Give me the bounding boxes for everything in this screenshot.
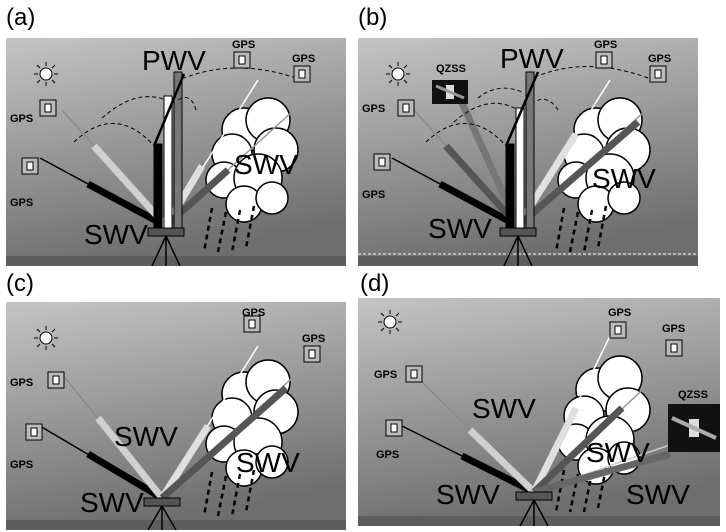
gps-label: GPS xyxy=(608,307,631,319)
swv-cloud-label: SWV xyxy=(236,447,300,478)
receiver-antenna-icon xyxy=(147,227,185,266)
gps-label: GPS xyxy=(292,53,315,65)
receiver-antenna-icon xyxy=(499,227,537,266)
gps-label: GPS xyxy=(232,39,255,51)
gps-satellite-icon xyxy=(303,345,321,363)
gps-satellite-icon xyxy=(397,99,415,117)
swv-cloud-label: SWV xyxy=(234,149,298,180)
gps-satellite-icon xyxy=(609,321,627,339)
gps-label: GPS xyxy=(10,113,33,125)
gps-satellite-icon xyxy=(385,419,403,437)
gps-label: GPS xyxy=(10,197,33,209)
swv-label: SWV xyxy=(114,421,178,452)
mapping-arrow xyxy=(101,96,167,119)
pwv-line xyxy=(504,71,540,147)
gps-label: GPS xyxy=(302,333,325,345)
receiver-antenna-icon xyxy=(515,491,553,526)
sun-icon xyxy=(386,62,410,86)
gps-satellite-icon xyxy=(649,65,667,83)
gps-label: GPS xyxy=(594,39,617,51)
panel-a: GPS GPS GPS GPS PWV SWV SWV xyxy=(6,38,346,266)
rain-icon xyxy=(202,469,256,517)
ground xyxy=(358,256,698,266)
ground xyxy=(6,520,346,530)
swv-label: SWV xyxy=(84,219,148,250)
ground xyxy=(6,256,346,266)
gps-label: GPS xyxy=(648,53,671,65)
signal-paths xyxy=(39,345,315,502)
gps-label: GPS xyxy=(662,323,685,335)
gps-satellite-icon xyxy=(373,153,391,171)
mapping-arrow xyxy=(533,98,559,111)
pwv-label: PWV xyxy=(142,45,206,76)
swv-label: SWV xyxy=(436,479,500,510)
panel-b: QZSS GPS GPS GPS GPS PWV SWV SWV xyxy=(358,38,698,266)
gps-satellite-icon xyxy=(405,365,423,383)
gps-satellite-icon xyxy=(21,157,39,175)
gps-satellite-icon xyxy=(293,65,311,83)
gps-label: GPS xyxy=(242,307,265,319)
panel-b-label: (b) xyxy=(358,4,388,31)
swv-label: SWV xyxy=(472,393,536,424)
gps-label: GPS xyxy=(10,377,33,389)
gps-satellite-icon xyxy=(233,51,251,69)
gps-label: GPS xyxy=(362,189,385,201)
cloud-icon xyxy=(205,97,299,223)
swv-cloud-label: SWV xyxy=(592,163,656,194)
pwv-label: PWV xyxy=(500,43,564,74)
gps-label: GPS xyxy=(10,459,33,471)
pwv-line xyxy=(152,73,186,147)
gps-satellite-icon xyxy=(25,423,43,441)
panel-d-label: (d) xyxy=(360,270,390,297)
gps-satellite-icon xyxy=(243,315,261,333)
rain-icon xyxy=(202,205,256,253)
mapping-arrow xyxy=(477,87,523,99)
gps-satellite-icon xyxy=(47,371,65,389)
mapping-arrow xyxy=(453,102,519,123)
panel-d: QZSS GPS GPS GPS GPS SWV SWV SWV SWV xyxy=(358,298,720,526)
panel-c-label: (c) xyxy=(6,270,34,297)
signal-paths xyxy=(393,335,685,496)
panel-a-label: (a) xyxy=(6,4,36,31)
gps-satellite-icon xyxy=(665,339,683,357)
mapping-arrow xyxy=(537,65,649,79)
swv-label: SWV xyxy=(626,479,690,510)
swv-label: SWV xyxy=(428,213,492,244)
swv-cloud-label: SWV xyxy=(586,437,650,468)
qzss-satellite-icon xyxy=(668,404,720,452)
mapping-arrow xyxy=(177,97,197,111)
qzss-label: QZSS xyxy=(678,389,708,401)
swv-label: SWV xyxy=(80,487,144,518)
ground xyxy=(358,516,720,526)
cloud-icon xyxy=(557,97,651,223)
sun-icon xyxy=(34,62,58,86)
sun-icon xyxy=(34,326,58,350)
panel-c: GPS GPS GPS GPS SWV SWV SWV xyxy=(6,302,346,530)
sun-icon xyxy=(378,310,402,334)
gps-label: GPS xyxy=(374,369,397,381)
gps-label: GPS xyxy=(362,103,385,115)
rain-icon xyxy=(554,467,608,513)
qzss-satellite-icon xyxy=(432,80,468,104)
rain-icon xyxy=(554,205,608,253)
qzss-label: QZSS xyxy=(436,63,466,75)
gps-satellite-icon xyxy=(39,99,57,117)
gps-label: GPS xyxy=(376,449,399,461)
cloud-icon xyxy=(205,359,299,487)
receiver-antenna-icon xyxy=(143,497,181,530)
gps-satellite-icon xyxy=(595,51,613,69)
